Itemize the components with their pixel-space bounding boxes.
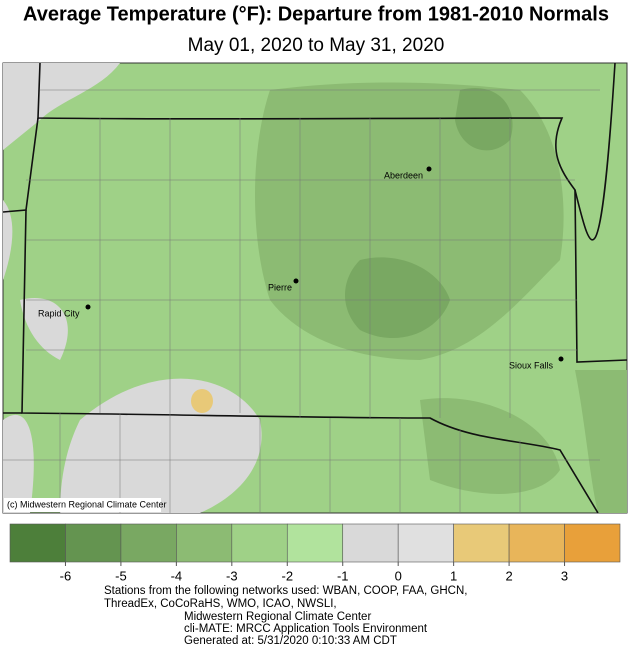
legend-tick-label: -5 [115,568,127,583]
city-label: Sioux Falls [509,360,554,370]
legend-swatch [342,523,399,563]
state-borders [2,62,628,514]
cool-area [255,82,564,360]
legend-swatch [508,523,565,563]
city-dot [426,166,432,172]
cities: Aberdeen Pierre Rapid City Sioux Falls [38,166,564,370]
credit-box [4,498,161,512]
legend-swatch [397,523,454,563]
legend-tick-label: 1 [450,568,457,583]
legend-tick-label: -2 [281,568,293,583]
gray-area [3,414,34,513]
city-label: Rapid City [38,308,80,318]
legend-swatch [120,523,177,563]
county-lines [3,89,600,513]
legend-swatch [231,523,288,563]
footer-line: Stations from the following networks use… [104,585,467,597]
legend-swatch [453,523,510,563]
city-label: Pierre [268,282,292,292]
map: Aberdeen Pierre Rapid City Sioux Falls (c) … [2,62,628,514]
credit: (c) Midwestern Regional Climate Center [7,499,167,509]
cool-area [420,398,560,494]
city-label: Aberdeen [384,170,423,180]
cool-area [345,257,450,339]
gray-area [3,200,13,280]
title: Average Temperature (°F): Departure from… [23,3,609,25]
city-dot [293,278,299,284]
gray-area [60,378,262,513]
warm-spot [191,389,213,413]
legend-tick-label: -3 [226,568,238,583]
legend-swatch [564,523,621,563]
legend-tick-label: -1 [337,568,349,583]
footer: Stations from the following networks use… [104,585,467,647]
footer-line: Generated at: 5/31/2020 0:10:33 AM CDT [184,635,397,645]
cool-area [455,88,513,151]
gray-area [20,298,68,360]
legend-swatch [176,523,233,563]
city-dot [558,356,564,362]
legend-swatch [9,523,66,563]
footer-line: ThreadEx, CoCoRaHS, WMO, ICAO, NWSLI, [104,598,337,610]
city-dot [85,304,91,310]
legend-tick-label: 3 [561,568,568,583]
legend-tick-label: -4 [171,568,183,583]
gray-area [3,63,120,150]
footer-line: Midwestern Regional Climate Center [184,611,371,623]
subtitle: May 01, 2020 to May 31, 2020 [188,35,445,56]
footer-line: cli-MATE: MRCC Application Tools Environ… [184,623,428,635]
legend: -6 -5 -4 -3 -2 -1 0 1 2 3 [9,523,621,583]
legend-swatch [65,523,122,563]
legend-tick-label: 2 [505,568,512,583]
cool-area [575,370,627,513]
legend-tick-label: 0 [395,568,402,583]
legend-tick-label: -6 [60,568,72,583]
legend-swatch [286,523,344,563]
